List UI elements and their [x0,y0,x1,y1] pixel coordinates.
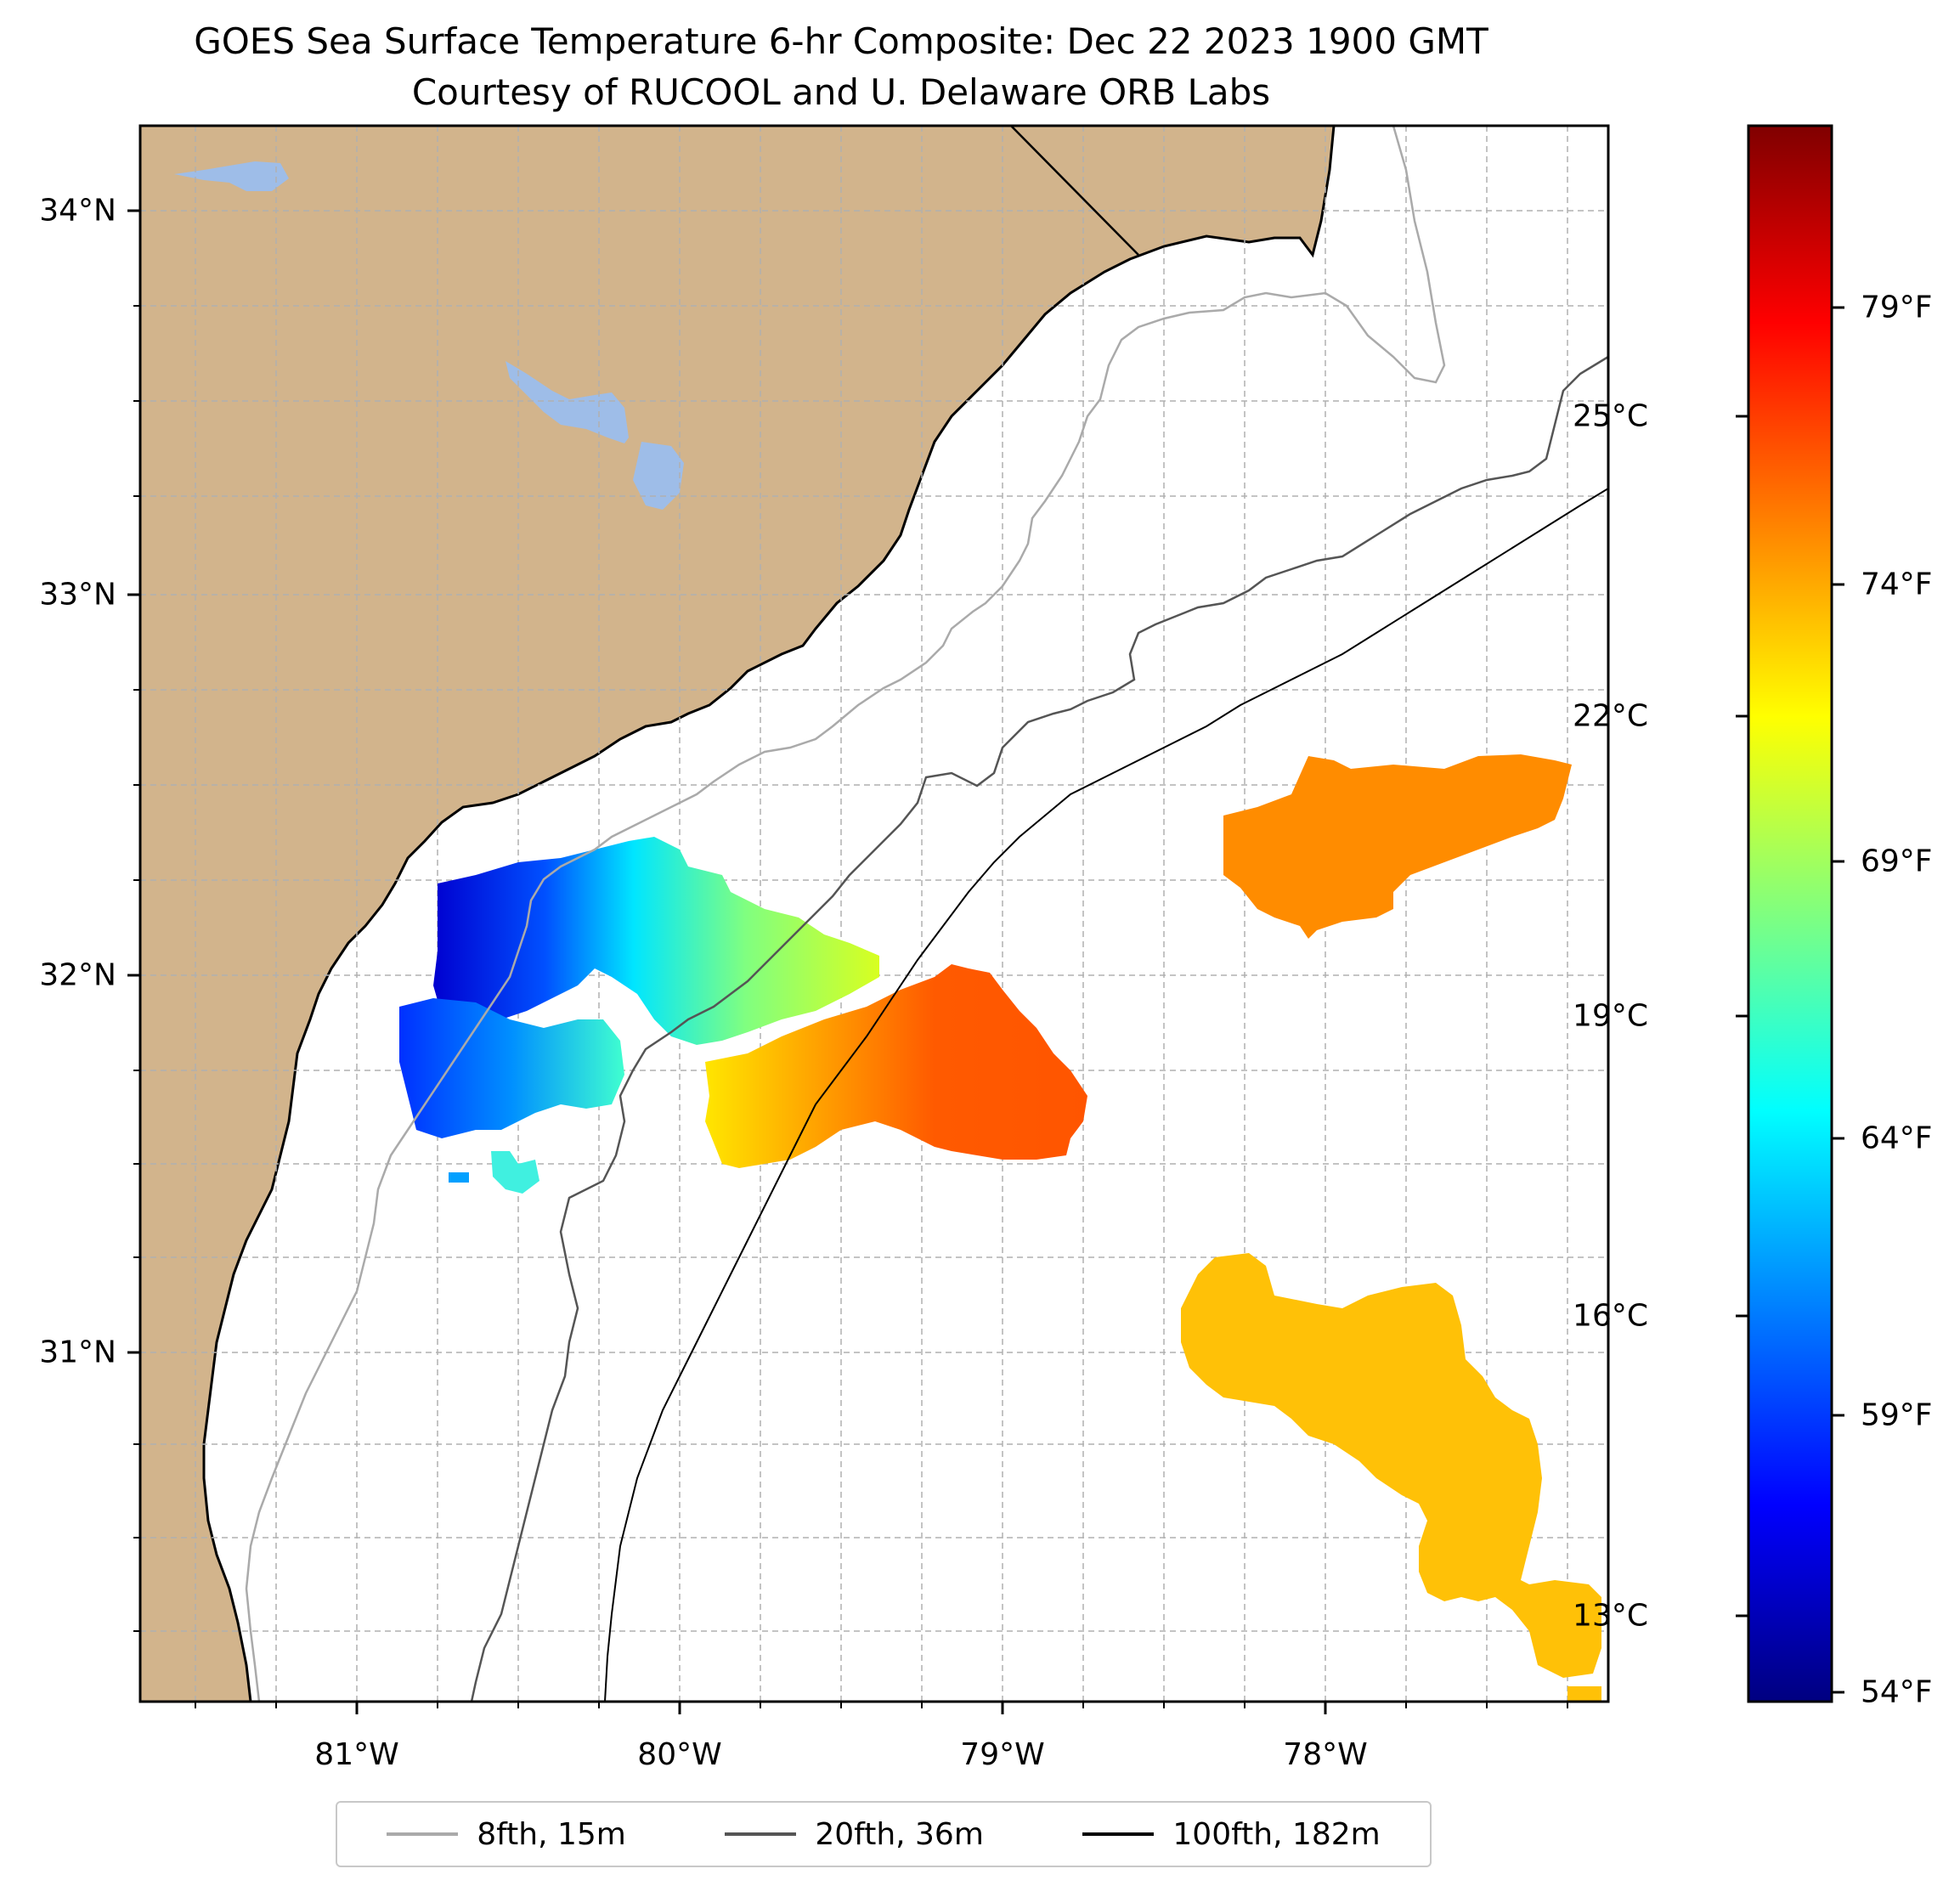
lat-label: 31°N [39,1335,116,1370]
colorbar-fahrenheit-label: 74°F [1861,567,1933,602]
lat-label: 32°N [39,957,116,993]
colorbar-fahrenheit-label: 64°F [1861,1121,1933,1156]
sst-patch-southeast-tip [1567,1686,1601,1702]
map-frame [138,124,1610,1703]
colorbar-celsius-label: 16°C [1573,1298,1648,1334]
land [140,126,1336,1702]
colorbar-ticks [1736,306,1844,1694]
colorbar-fahrenheit-label: 79°F [1861,290,1933,325]
lon-label: 80°W [637,1737,722,1772]
colorbar-celsius-label: 25°C [1573,398,1648,434]
lake [506,361,629,443]
legend-line-20fth [725,1832,797,1836]
legend-line-100fth [1082,1832,1155,1836]
lake [174,161,289,191]
lat-label: 34°N [39,193,116,229]
sst-patch-small [449,1172,469,1183]
sst-patch-small [491,1151,539,1194]
colorbar-celsius-label: 22°C [1573,698,1648,734]
legend-label: 8fth, 15m [477,1816,626,1852]
colorbar-celsius-label: 19°C [1573,998,1648,1034]
axis-ticks [127,209,1327,1714]
contour-8fth [245,126,1446,1702]
sst-patch-southeast [1181,1253,1601,1678]
legend-item: 100fth, 182m [1082,1816,1381,1852]
colorbar-fahrenheit-label: 59°F [1861,1397,1933,1433]
lon-label: 81°W [314,1737,399,1772]
state-boundary [1010,126,1139,256]
colorbar-fahrenheit-label: 54°F [1861,1674,1933,1710]
sst-patch-south [399,998,624,1138]
lat-label: 33°N [39,577,116,613]
lon-label: 79°W [960,1737,1045,1772]
sst-patch-center [705,964,1087,1168]
legend-label: 100fth, 182m [1172,1816,1381,1852]
map-title: GOES Sea Surface Temperature 6-hr Compos… [194,20,1488,62]
contour-20fth [470,355,1608,1702]
colorbar-fahrenheit-label: 69°F [1861,844,1933,879]
lake [633,442,684,510]
colorbar-celsius-label: 13°C [1573,1598,1648,1634]
map-subtitle: Courtesy of RUCOOL and U. Delaware ORB L… [411,71,1271,113]
legend: 8fth, 15m 20fth, 36m 100fth, 182m [336,1801,1432,1867]
contour-100fth [604,488,1608,1702]
sst-patch-northeast [1223,754,1572,939]
sst-patch-west [433,837,879,1045]
minor-ticks [133,305,1568,1708]
legend-label: 20fth, 36m [815,1816,984,1852]
lon-label: 78°W [1283,1737,1368,1772]
legend-item: 20fth, 36m [725,1817,984,1852]
colorbar [1747,124,1833,1703]
legend-line-8fth [387,1832,459,1836]
legend-item: 8fth, 15m [387,1817,626,1852]
